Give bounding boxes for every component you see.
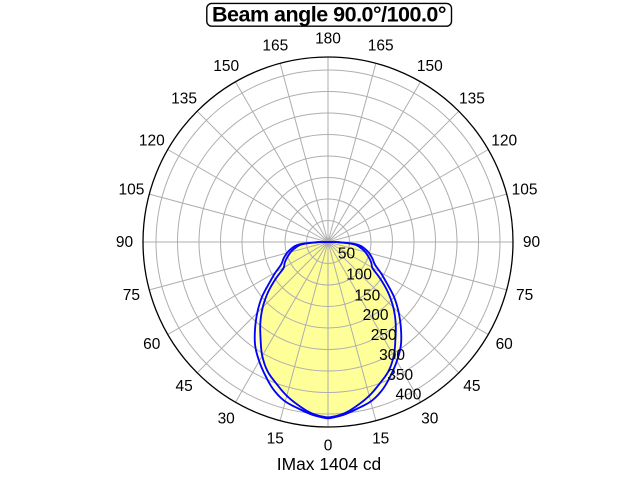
svg-text:135: 135: [459, 90, 485, 107]
svg-text:Beam angle 90.0°/100.0°: Beam angle 90.0°/100.0°: [212, 2, 446, 26]
svg-text:300: 300: [379, 347, 405, 364]
svg-text:250: 250: [371, 327, 397, 344]
svg-text:30: 30: [218, 410, 236, 427]
svg-text:60: 60: [496, 336, 514, 353]
svg-text:45: 45: [175, 378, 192, 395]
svg-text:50: 50: [338, 246, 356, 263]
svg-text:15: 15: [372, 431, 389, 448]
svg-text:100: 100: [346, 267, 372, 284]
svg-text:350: 350: [387, 367, 413, 384]
svg-text:15: 15: [267, 431, 284, 448]
svg-text:180: 180: [315, 31, 341, 48]
svg-text:45: 45: [463, 378, 480, 395]
svg-text:120: 120: [139, 132, 165, 149]
svg-text:105: 105: [118, 182, 144, 199]
svg-text:150: 150: [417, 58, 443, 75]
svg-text:0: 0: [324, 438, 333, 455]
svg-text:200: 200: [363, 307, 389, 324]
svg-text:165: 165: [368, 38, 394, 55]
svg-text:75: 75: [516, 287, 533, 304]
svg-text:120: 120: [491, 132, 517, 149]
svg-text:150: 150: [213, 58, 239, 75]
svg-text:135: 135: [171, 90, 197, 107]
svg-text:60: 60: [143, 336, 161, 353]
svg-text:75: 75: [123, 287, 140, 304]
svg-text:90: 90: [523, 234, 541, 251]
svg-text:IMax 1404 cd: IMax 1404 cd: [277, 454, 381, 474]
svg-text:165: 165: [262, 38, 288, 55]
svg-text:30: 30: [421, 410, 439, 427]
svg-text:90: 90: [116, 234, 134, 251]
svg-text:400: 400: [396, 387, 422, 404]
svg-text:150: 150: [354, 287, 380, 304]
svg-text:105: 105: [512, 182, 538, 199]
